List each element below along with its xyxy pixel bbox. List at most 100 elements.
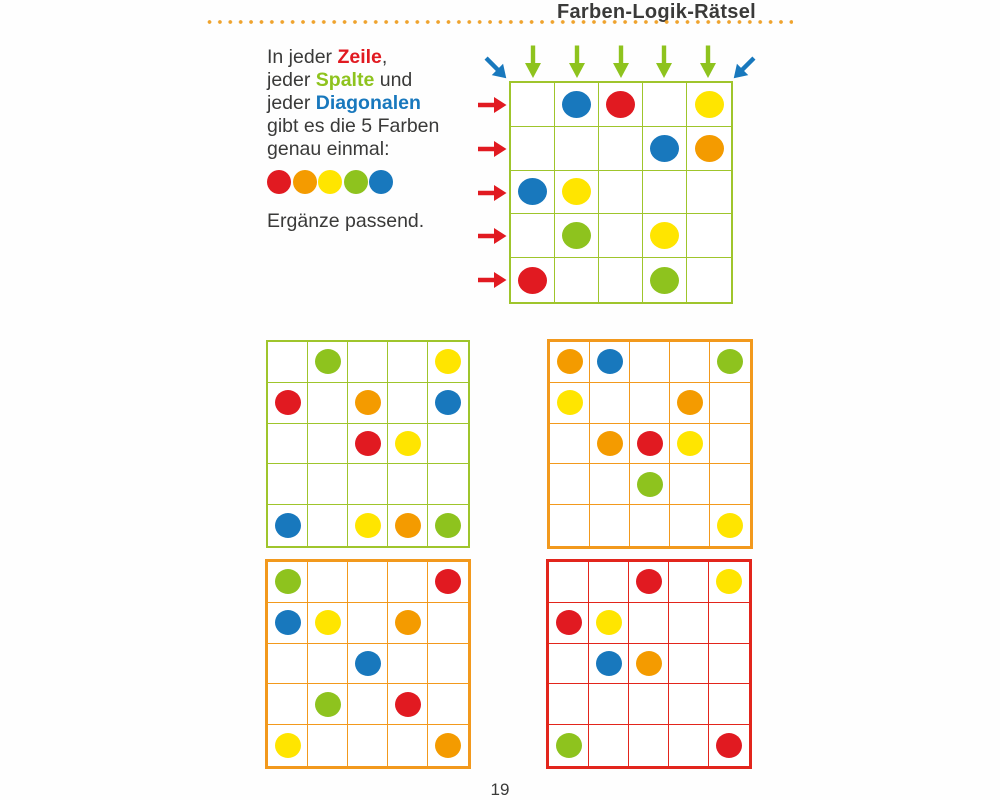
orange-dot [556, 349, 583, 375]
grid-cell [549, 602, 589, 644]
yellow-dot [314, 610, 341, 636]
diagonal-arrow-down-left-icon [733, 56, 756, 79]
yellow-dot [354, 513, 381, 539]
instruction-segment: jeder [267, 69, 316, 91]
yellow-dot [274, 733, 301, 759]
grid-cell [268, 643, 308, 685]
grid-cell [670, 342, 710, 383]
grid-cell [590, 505, 630, 546]
grid-cell [630, 382, 670, 424]
red-dot [716, 733, 742, 759]
grid-cell [629, 602, 669, 644]
palette-dot-blue [369, 170, 393, 194]
grid-cell [388, 423, 428, 465]
grid-cell [308, 562, 348, 603]
instruction-text: In jeder Zeile, jeder Spalte und jeder Dia… [267, 46, 439, 161]
orange-dot [394, 610, 421, 636]
blue-dot [562, 90, 591, 118]
grid-cell [709, 684, 749, 726]
grid-cell [710, 383, 750, 424]
yellow-dot [435, 349, 461, 375]
grid-cell [511, 83, 555, 127]
green-dot [562, 222, 591, 250]
green-dot [274, 569, 301, 595]
grid-cell [643, 214, 687, 259]
orange-dot [596, 430, 623, 456]
grid-cell [550, 505, 590, 546]
grid-cell [630, 342, 670, 383]
grid-cell [348, 423, 388, 465]
grid-cell [687, 214, 731, 259]
instruction-segment: jeder [267, 92, 316, 114]
grid-cell [709, 603, 749, 644]
grid-cell [308, 505, 348, 546]
grid-cell [630, 423, 670, 465]
grid-cell [428, 725, 468, 766]
red-dot [274, 390, 301, 416]
grid-cell [555, 83, 599, 127]
green-dot [636, 471, 663, 497]
grid-cell [710, 505, 750, 546]
palette-dot-red [267, 170, 291, 194]
grid-cell [589, 643, 629, 685]
grid-cell [388, 342, 428, 383]
yellow-dot [694, 90, 724, 118]
instruction-segment: gibt es die 5 Farben [267, 115, 440, 137]
grid-cell [268, 464, 308, 506]
grid-cell [599, 126, 643, 171]
grid-cell [268, 423, 308, 465]
grid-cell [643, 258, 687, 302]
red-dot [394, 691, 421, 717]
grid-cell [643, 126, 687, 171]
instruction-line: genau einmal: [267, 138, 439, 161]
yellow-dot [556, 390, 583, 416]
grid-cell [428, 424, 468, 465]
grid-cell [388, 464, 428, 506]
yellow-dot [595, 610, 622, 636]
red-dot [635, 569, 662, 595]
red-dot [354, 430, 381, 456]
blue-dot [518, 178, 547, 206]
grid-cell [428, 603, 468, 644]
grid-cell [589, 725, 629, 766]
instruction-line: gibt es die 5 Farben [267, 115, 439, 138]
grid-cell [268, 684, 308, 726]
grid-cell [549, 562, 589, 603]
grid-cell [687, 127, 731, 171]
dotted-separator [207, 19, 793, 25]
page-number: 19 [490, 780, 510, 799]
yellow-dot [562, 178, 591, 206]
grid-cell [308, 725, 348, 766]
palette-dot-orange [292, 170, 317, 194]
column-arrow-down-icon [568, 45, 585, 78]
grid-cell [590, 382, 630, 424]
grid-cell [388, 562, 428, 603]
red-dot [555, 610, 582, 636]
red-dot [606, 90, 635, 118]
column-arrow-down-icon [700, 45, 717, 78]
instruction-line: jeder Diagonalen [267, 92, 439, 115]
grid-cell [709, 644, 749, 685]
grid-cell [549, 643, 589, 685]
blue-dot [354, 650, 381, 676]
grid-cell [348, 684, 388, 726]
grid-cell [590, 423, 630, 465]
yellow-dot [650, 222, 679, 250]
grid-cell [599, 258, 643, 302]
grid-cell [428, 505, 468, 546]
column-arrow-down-icon [525, 45, 541, 78]
grid-cell [710, 424, 750, 465]
grid-cell [428, 644, 468, 685]
green-dot [314, 349, 341, 375]
red-dot [435, 569, 461, 595]
grid-cell [670, 464, 710, 506]
grid-cell [710, 342, 750, 383]
orange-dot [394, 513, 421, 539]
instruction-footer: Ergänze passend. [267, 210, 425, 232]
grid-cell [709, 725, 749, 766]
instruction-segment: genau einmal: [267, 138, 390, 160]
grid-cell [687, 258, 731, 302]
grid-cell [589, 562, 629, 603]
grid-cell [511, 126, 555, 171]
grid-cell [599, 214, 643, 259]
